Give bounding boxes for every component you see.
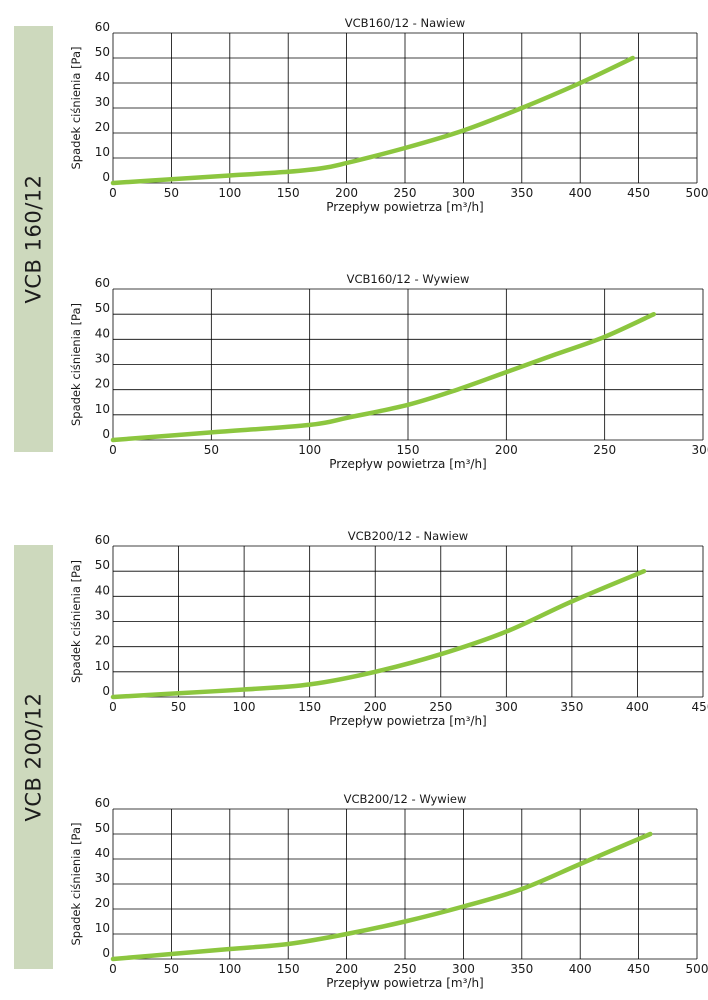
x-tick-label: 0 [109,443,117,457]
y-tick-label: 10 [95,402,110,416]
y-tick-label: 0 [102,427,110,441]
x-tick-label: 250 [429,700,452,714]
x-tick-label: 500 [686,186,708,200]
x-tick-label: 0 [109,700,117,714]
x-axis-label: Przepływ powietrza [m³/h] [329,714,487,728]
y-tick-label: 60 [95,533,110,547]
x-tick-label: 100 [218,186,241,200]
x-tick-label: 400 [569,186,592,200]
chart-title: VCB200/12 - Nawiew [348,529,468,543]
chart-title: VCB160/12 - Nawiew [345,16,465,30]
group-band-vcb200: VCB 200/12 [14,545,53,969]
x-tick-label: 300 [452,186,475,200]
y-tick-label: 30 [95,95,110,109]
x-tick-label: 100 [233,700,256,714]
y-tick-label: 40 [95,326,110,340]
y-tick-label: 0 [102,684,110,698]
y-tick-label: 60 [95,276,110,290]
x-tick-label: 200 [335,186,358,200]
chart-vcb160-nawiew: VCB160/12 - Nawiew 0 10 20 30 40 50 60 0 50 100 150… [69,16,708,214]
x-tick-label: 450 [627,186,650,200]
x-tick-label: 250 [593,443,616,457]
x-axis-label: Przepływ powietrza [m³/h] [329,457,487,471]
x-tick-label: 200 [495,443,518,457]
y-axis-label: Spadek ciśnienia [Pa] [69,303,83,426]
x-tick-label: 300 [452,962,475,976]
x-tick-label: 0 [109,186,117,200]
x-tick-label: 0 [109,962,117,976]
y-tick-label: 10 [95,659,110,673]
x-tick-label: 400 [626,700,649,714]
y-tick-label: 30 [95,352,110,366]
y-tick-label: 50 [95,45,110,59]
group-band-vcb160: VCB 160/12 [14,26,53,452]
y-tick-label: 40 [95,70,110,84]
chart-vcb160-wywiew: VCB160/12 - Wywiew 0 10 20 30 40 50 60 0 50 100 150… [69,272,708,471]
y-tick-label: 60 [95,20,110,34]
x-tick-label: 150 [277,186,300,200]
x-tick-label: 300 [692,443,708,457]
x-tick-label: 500 [686,962,708,976]
y-tick-label: 40 [95,583,110,597]
y-tick-label: 10 [95,921,110,935]
x-tick-label: 100 [298,443,321,457]
y-tick-label: 50 [95,301,110,315]
x-axis-label: Przepływ powietrza [m³/h] [326,200,484,214]
x-tick-label: 50 [164,186,179,200]
y-tick-label: 50 [95,821,110,835]
x-tick-label: 150 [277,962,300,976]
y-tick-label: 30 [95,871,110,885]
x-tick-label: 150 [298,700,321,714]
y-tick-label: 50 [95,558,110,572]
x-axis-label: Przepływ powietrza [m³/h] [326,976,484,990]
x-tick-label: 200 [335,962,358,976]
series-line [110,831,653,962]
x-tick-label: 450 [627,962,650,976]
series-line [110,568,647,700]
y-tick-label: 0 [102,946,110,960]
x-tick-label: 200 [364,700,387,714]
y-tick-label: 20 [95,377,110,391]
series-line [110,311,657,443]
x-tick-label: 350 [560,700,583,714]
y-tick-label: 20 [95,120,110,134]
y-tick-label: 40 [95,846,110,860]
y-tick-label: 30 [95,609,110,623]
series-line [110,55,636,186]
y-tick-label: 20 [95,634,110,648]
y-axis-label: Spadek ciśnienia [Pa] [69,560,83,683]
y-tick-label: 60 [95,796,110,810]
x-tick-label: 50 [204,443,219,457]
chart-vcb200-nawiew: VCB200/12 - Nawiew 0 10 20 30 40 50 60 0 50 100 150… [69,529,708,728]
chart-title: VCB200/12 - Wywiew [344,792,467,806]
x-tick-label: 350 [510,186,533,200]
y-tick-label: 0 [102,170,110,184]
x-tick-label: 50 [164,962,179,976]
x-tick-label: 450 [692,700,708,714]
x-tick-label: 250 [394,962,417,976]
y-tick-label: 10 [95,145,110,159]
x-tick-label: 150 [397,443,420,457]
y-axis-label: Spadek ciśnienia [Pa] [69,46,83,169]
x-tick-label: 50 [171,700,186,714]
x-tick-label: 300 [495,700,518,714]
x-tick-label: 350 [510,962,533,976]
chart-title: VCB160/12 - Wywiew [347,272,470,286]
y-tick-label: 20 [95,896,110,910]
x-tick-label: 250 [394,186,417,200]
x-tick-label: 100 [218,962,241,976]
y-axis-label: Spadek ciśnienia [Pa] [69,822,83,945]
x-tick-label: 400 [569,962,592,976]
